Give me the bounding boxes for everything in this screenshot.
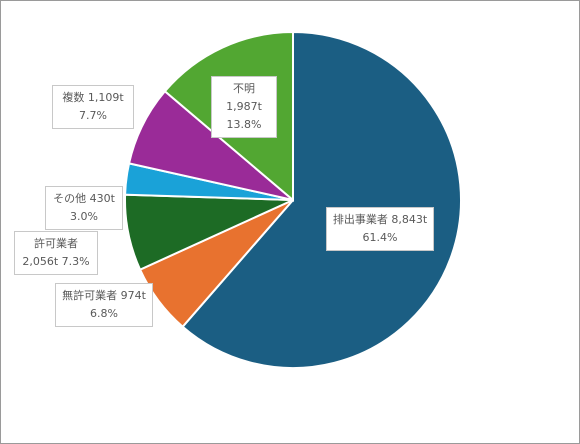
label-その他: その他 430t 3.0% [45,186,123,230]
label-許可業者: 許可業者 2,056t 7.3% [14,231,98,275]
label-排出事業者: 排出事業者 8,843t 61.4% [326,207,434,251]
label-複数: 複数 1,109t 7.7% [52,85,134,129]
label-無許可業者: 無許可業者 974t 6.8% [55,283,153,327]
label-不明: 不明 1,987t 13.8% [211,76,277,138]
pie-slice-排出事業者 [181,30,462,369]
